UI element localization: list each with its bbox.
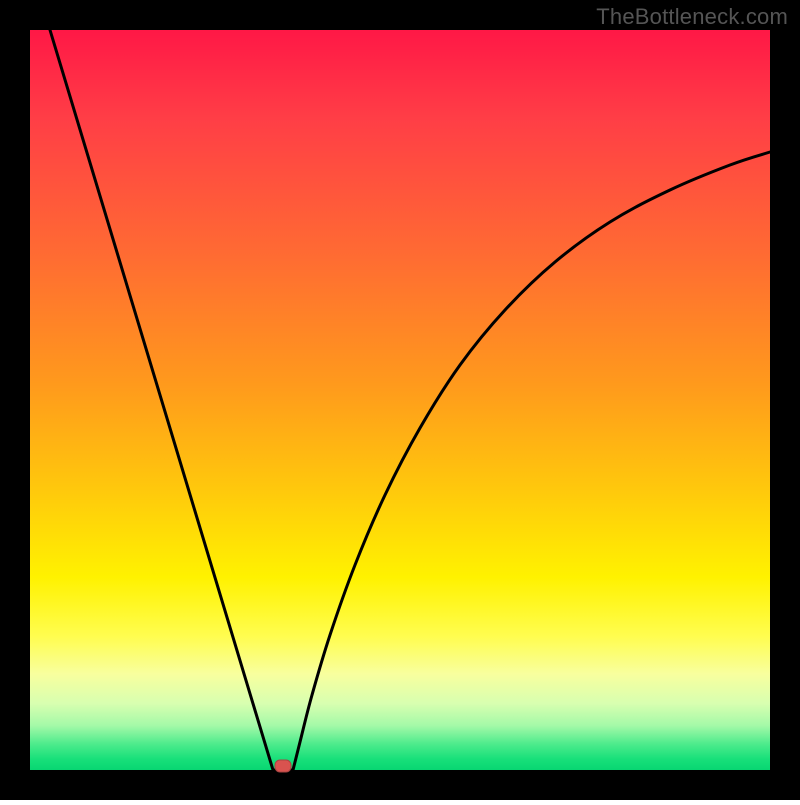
watermark-text: TheBottleneck.com <box>596 4 788 30</box>
plot-background <box>30 30 770 770</box>
chart-container: TheBottleneck.com <box>0 0 800 800</box>
bottleneck-chart <box>0 0 800 800</box>
optimal-point-marker <box>275 760 291 772</box>
